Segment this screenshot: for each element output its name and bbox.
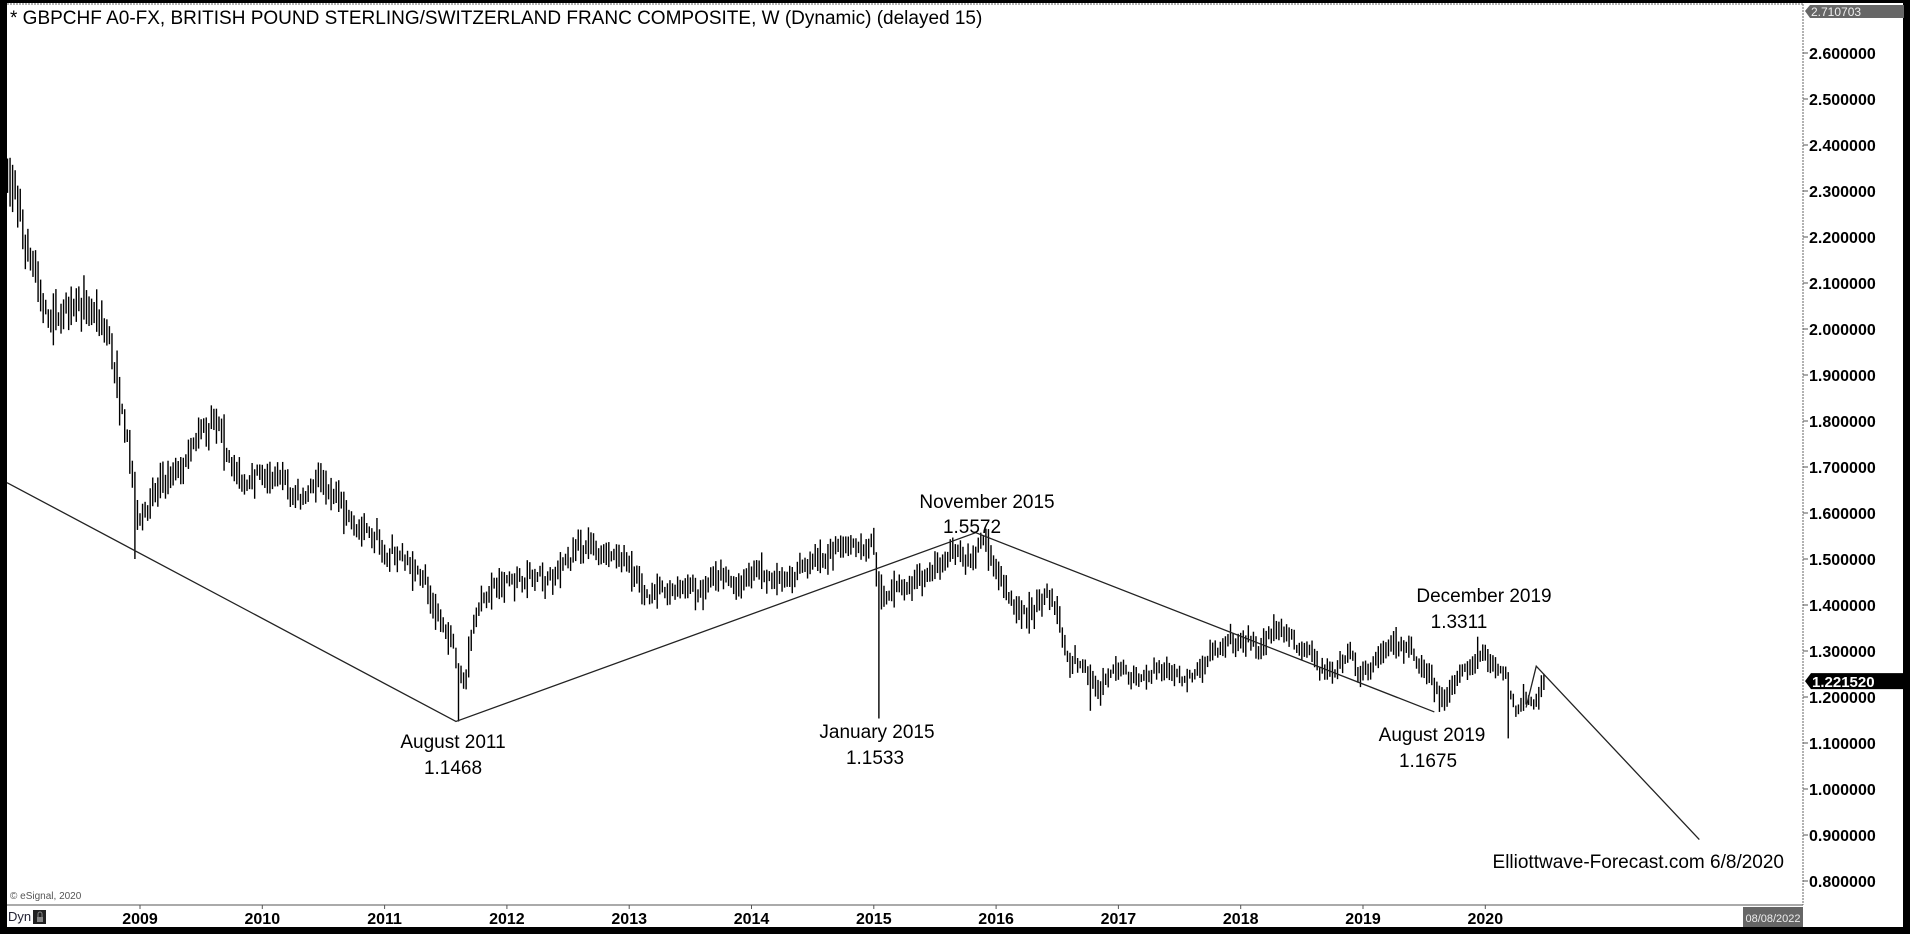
- annotation-aug-2019-label: August 2019: [1379, 725, 1486, 746]
- price-tick-label: 1.000000: [1809, 782, 1876, 799]
- price-tick-label: 1.800000: [1809, 414, 1876, 431]
- annotation-dec-2019-label: December 2019: [1416, 586, 1551, 607]
- price-tick-label: 1.100000: [1809, 736, 1876, 753]
- price-axis[interactable]: 2.600000 2.500000 2.400000 2.300000 2.200000…: [1803, 46, 1876, 891]
- chart-title: * GBPCHF A0-FX, BRITISH POUND STERLING/S…: [10, 8, 982, 29]
- annotation-aug-2019-value: 1.1675: [1399, 751, 1457, 772]
- price-tick-label: 0.800000: [1809, 874, 1876, 891]
- lock-icon[interactable]: [33, 910, 46, 924]
- price-tick-label: 2.500000: [1809, 92, 1876, 109]
- end-date-badge-bg: [1743, 907, 1803, 927]
- time-tick-label: 2013: [611, 911, 647, 928]
- price-tick-label: 1.300000: [1809, 644, 1876, 661]
- time-tick-label: 2016: [978, 911, 1014, 928]
- trendlines: [6, 482, 1700, 841]
- elliott-trendline: [6, 482, 1435, 723]
- price-tick-label: 1.600000: [1809, 506, 1876, 523]
- price-tick-label: 2.100000: [1809, 276, 1876, 293]
- time-tick-label: 2018: [1223, 911, 1259, 928]
- time-tick-label: 2014: [734, 911, 770, 928]
- price-tick-label: 2.000000: [1809, 322, 1876, 339]
- price-tick-label: 0.900000: [1809, 828, 1876, 845]
- top-price-badge: 2.710703: [1811, 5, 1861, 19]
- price-tick-label: 2.300000: [1809, 184, 1876, 201]
- time-tick-label: 2010: [245, 911, 281, 928]
- end-date-badge: 08/08/2022: [1745, 913, 1800, 925]
- price-tick-label: 1.700000: [1809, 460, 1876, 477]
- price-tick-label: 1.200000: [1809, 690, 1876, 707]
- copyright: © eSignal, 2020: [10, 891, 82, 902]
- time-tick-label: 2020: [1468, 911, 1504, 928]
- price-tick-label: 2.200000: [1809, 230, 1876, 247]
- annotation-dec-2019-value: 1.3311: [1431, 612, 1488, 633]
- last-price-badge-bg: [1805, 673, 1904, 690]
- time-tick-label: 2011: [367, 911, 402, 928]
- watermark: Elliottwave-Forecast.com 6/8/2020: [1493, 852, 1784, 873]
- annotation-aug-2011-value: 1.1468: [424, 758, 482, 779]
- price-tick-label: 2.400000: [1809, 138, 1876, 155]
- time-tick-label: 2015: [856, 911, 892, 928]
- annotation-nov-2015-value: 1.5572: [943, 517, 1001, 538]
- price-tick-label: 1.500000: [1809, 552, 1876, 569]
- price-bars: [0, 147, 1545, 739]
- price-tick-label: 1.900000: [1809, 368, 1876, 385]
- time-tick-label: 2019: [1345, 911, 1381, 928]
- annotation-jan-2015-label: January 2015: [819, 722, 934, 743]
- price-tick-label: 2.600000: [1809, 46, 1876, 63]
- dyn-label[interactable]: Dyn: [8, 909, 31, 924]
- annotation-nov-2015-label: November 2015: [919, 492, 1054, 513]
- annotation-jan-2015-value: 1.1533: [846, 748, 904, 769]
- top-price-badge-bg: [1805, 5, 1904, 18]
- annotation-aug-2011-label: August 2011: [400, 732, 505, 753]
- time-tick-label: 2017: [1101, 911, 1137, 928]
- plot-background: [7, 3, 1903, 927]
- price-tick-label: 1.400000: [1809, 598, 1876, 615]
- time-tick-label: 2009: [122, 911, 158, 928]
- last-price-badge: 1.221520: [1812, 674, 1875, 691]
- time-tick-label: 2012: [489, 911, 525, 928]
- projection-line: [1525, 664, 1700, 841]
- time-axis[interactable]: 2009 2010 2011 2012 2013 2014 2015 2016 2017 2018…: [122, 905, 1503, 928]
